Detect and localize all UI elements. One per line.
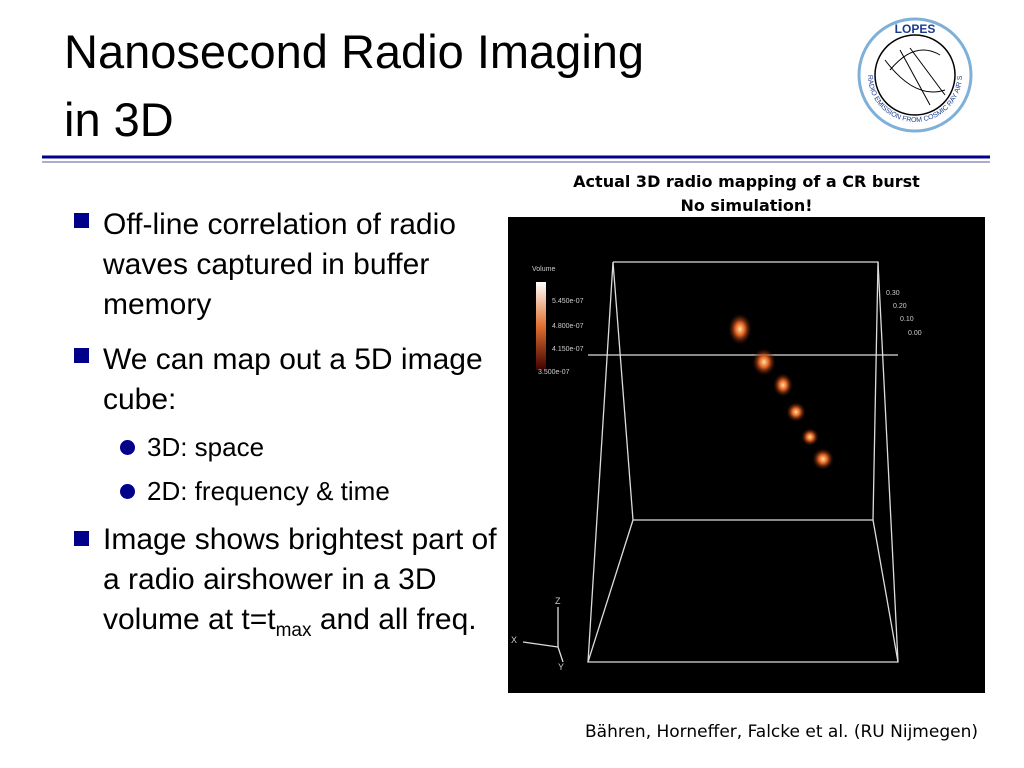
sub-bullet-text: 3D: space <box>147 432 265 462</box>
text: Image shows brightest part of a radio ai… <box>103 523 497 636</box>
logo-ring-text: RADIO EMISSION FROM COSMIC RAY AIR SHOWE… <box>0 0 964 124</box>
legend-label: 3.500e-07 <box>538 369 570 376</box>
caption: No simulation! <box>680 196 813 215</box>
subscript: max <box>275 620 312 641</box>
axis-label: X <box>511 635 517 645</box>
sub-bullet-text: 2D: frequency & time <box>147 476 390 506</box>
scale-label: 0.20 <box>893 303 907 310</box>
caption: Actual 3D radio mapping of a CR burst <box>573 172 920 191</box>
legend-label: 5.450e-07 <box>552 298 584 305</box>
title-line: Nanosecond Radio Imaging <box>64 25 645 78</box>
radio-image: Volume 5.450e-07 4.800e-07 4.150e-07 3.5… <box>508 217 985 693</box>
bullet-icon <box>74 213 89 228</box>
axis-label: Y <box>558 662 564 672</box>
scale-label: 0.10 <box>900 316 914 323</box>
bullet-icon <box>74 348 89 363</box>
bullet-text: Off-line correlation of radio waves capt… <box>103 208 456 321</box>
legend-label: 4.800e-07 <box>552 323 584 330</box>
title-line: in 3D <box>64 93 174 146</box>
legend-title: Volume <box>532 266 555 273</box>
logo-name: LOPES <box>895 22 936 36</box>
axis-label: Z <box>555 596 561 606</box>
credit: Bähren, Horneffer, Falcke et al. (RU Nij… <box>584 722 978 742</box>
scale-label: 0.00 <box>908 330 922 337</box>
legend-label: 4.150e-07 <box>552 346 584 353</box>
logo-ring: RADIO EMISSION FROM COSMIC RAY AIR SHOWE… <box>0 0 964 124</box>
bullet-icon <box>74 531 89 546</box>
sub-bullet-icon <box>120 484 135 499</box>
scale-label: 0.30 <box>886 290 900 297</box>
sub-bullet-icon <box>120 440 135 455</box>
bullet-text: Image shows brightest part of a radio ai… <box>103 520 498 651</box>
text: and all freq. <box>311 603 477 636</box>
bullet-text: We can map out a 5D image cube: <box>103 343 483 416</box>
logo: LOPES RADIO EMISSION FROM COSMIC RAY AIR… <box>0 0 973 133</box>
